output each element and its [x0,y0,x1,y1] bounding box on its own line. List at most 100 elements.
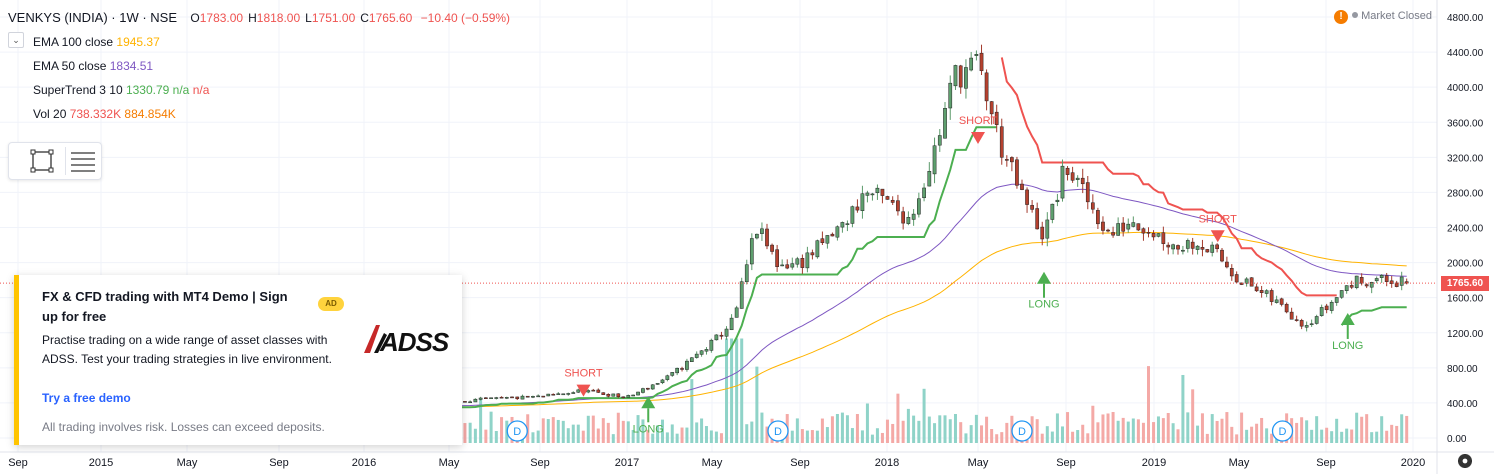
ad-banner[interactable]: FX & CFD trading with MT4 Demo | Sign up… [14,275,462,445]
indicator-row[interactable]: EMA 50 close 1834.51 [8,54,510,78]
volume-bar [500,417,504,443]
candle-body [845,223,850,225]
candle-body [1354,275,1359,289]
volume-bar [1050,431,1054,443]
candle-body [566,393,571,395]
volume-bar [494,431,498,443]
volume-bar [596,428,600,443]
volume-bar [985,416,989,443]
volume-bar [675,433,679,443]
volume-bar [1350,429,1354,443]
candle-body [1324,305,1329,311]
volume-bar [755,366,759,443]
volume-bar [969,425,973,443]
candle-body [499,396,504,399]
candle-body [484,397,488,399]
volume-bar [750,421,754,443]
candle-body [1389,280,1394,284]
volume-bar [489,411,493,443]
candle-body [1004,159,1009,161]
indicator-row[interactable]: SuperTrend 3 10 1330.79 n/a n/a [8,78,510,102]
candle-body [1239,282,1244,285]
volume-bar [719,433,723,443]
candle-body [546,393,551,397]
candle-body [1205,249,1210,253]
horizontal-lines-icon[interactable] [71,152,95,172]
candle-body [790,263,795,268]
symbol-title[interactable]: VENKYS (INDIA) · 1W · NSE [8,10,178,25]
short-arrow-icon [971,132,985,145]
candle-body [665,375,670,380]
volume-bar [1210,414,1214,443]
indicator-name: EMA 100 close [33,35,117,49]
volume-bar [1060,426,1064,443]
candle-body [1121,222,1126,232]
candle-body [1141,228,1146,234]
candle-body [1329,301,1334,311]
volume-bar [1365,414,1369,443]
volume-bar [1300,417,1304,443]
candle-body [1215,244,1219,250]
candle-body [611,393,616,397]
candle-body [1369,282,1374,288]
ad-title[interactable]: FX & CFD trading with MT4 Demo | Sign up… [42,289,288,324]
x-tick-label: 2020 [1401,457,1425,469]
candle-body [943,108,947,139]
candle-body [749,238,754,265]
ad-cta-link[interactable]: Try a free demo [42,391,131,405]
warning-icon[interactable]: ! [1334,10,1349,24]
rectangle-tool-icon[interactable] [30,149,54,173]
volume-bar [641,419,645,443]
chevron-down-icon[interactable]: ⌄ [8,32,24,48]
volume-bar [1200,413,1204,443]
candle-body [1035,208,1040,230]
dividend-marker [506,420,528,442]
volume-bar [800,429,804,443]
indicator-row[interactable]: Vol 20 738.332K 884.854K [8,102,510,126]
volume-bar [531,432,535,443]
candle-body [785,264,790,269]
indicator-row[interactable]: EMA 100 close 1945.37 [8,30,510,54]
volume-bar [995,434,999,443]
candle-body [825,235,830,244]
volume-bar [1250,426,1254,443]
volume-bar [541,418,545,443]
candle-body [541,395,546,398]
volume-bar [479,398,483,443]
volume-bar [875,428,879,443]
volume-bar [959,422,963,443]
volume-bar [1152,422,1156,443]
candle-body [1229,268,1234,277]
volume-bar [740,338,744,443]
volume-bar [566,428,570,443]
candle-body [576,389,581,393]
candle-body [1025,189,1029,205]
candle-body [1269,290,1274,302]
ohlc-key-o: O [190,11,200,25]
candle-body [1254,286,1259,292]
ad-accent-bar [14,275,19,445]
volume-bar [656,425,660,443]
volume-bar [463,423,467,443]
volume-bar [835,413,839,443]
candle-body [1166,244,1171,248]
volume-bar [943,415,947,443]
ad-body: Practise trading on a wide range of asse… [42,333,332,366]
candle-body [1289,311,1294,320]
volume-bar [1375,431,1379,443]
candle-body [1015,159,1019,186]
volume-bar [974,414,978,443]
candle-body [1349,285,1354,288]
volume-bar [1370,432,1374,443]
gear-icon[interactable] [1458,454,1472,468]
candle-body [1065,167,1070,175]
candle-body [1111,232,1115,236]
volume-bar [917,420,921,443]
volume-bar [536,430,540,443]
x-tick-label: May [702,457,723,469]
volume-bar [1191,389,1195,443]
candle-body [1234,274,1239,283]
volume-bar [760,412,764,443]
signal-label-long: LONG [1028,299,1059,311]
candle-body [1185,240,1190,249]
